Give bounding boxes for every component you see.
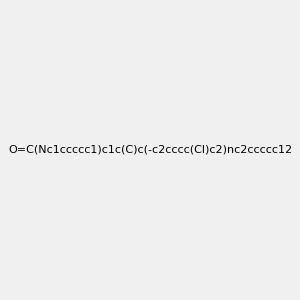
Text: O=C(Nc1ccccc1)c1c(C)c(-c2cccc(Cl)c2)nc2ccccc12: O=C(Nc1ccccc1)c1c(C)c(-c2cccc(Cl)c2)nc2c… — [8, 145, 292, 155]
